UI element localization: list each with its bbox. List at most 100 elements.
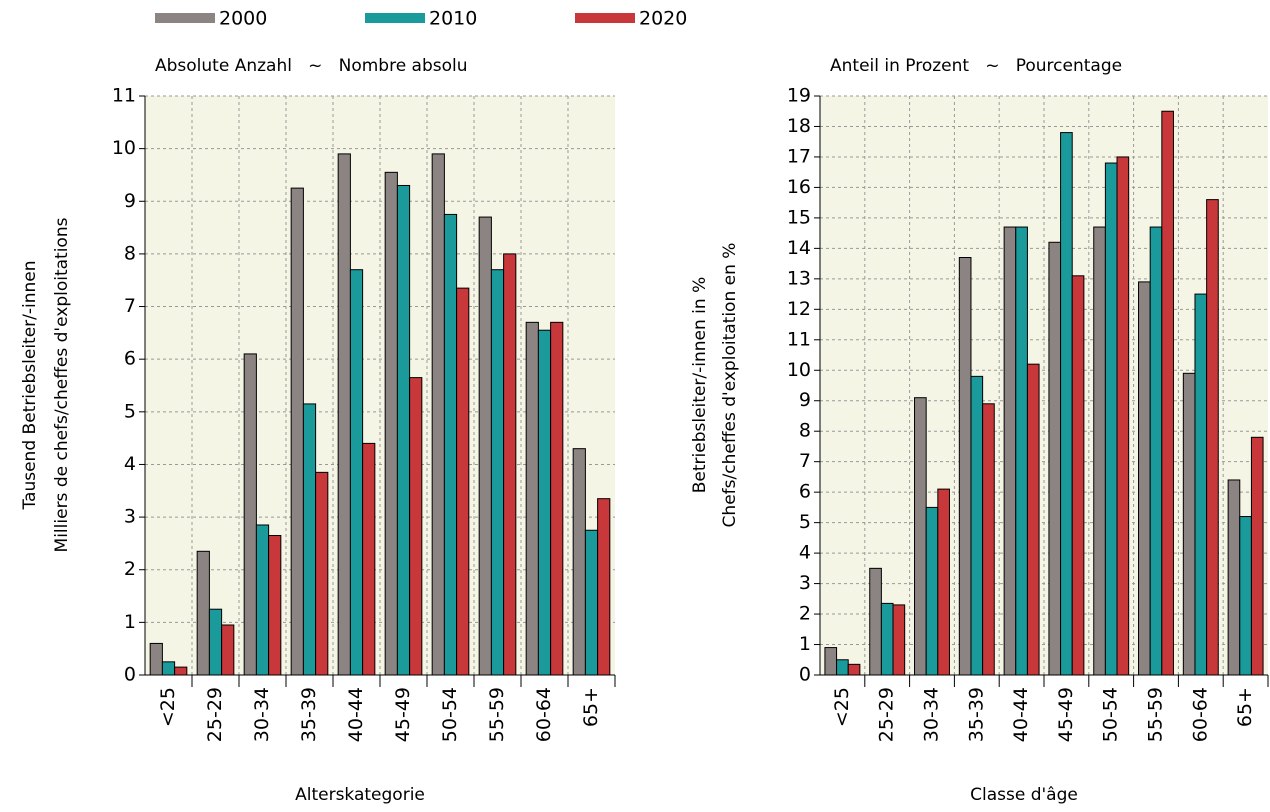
x-tick-label: 45-49 xyxy=(392,687,414,742)
bar xyxy=(1093,226,1106,676)
bar xyxy=(290,187,304,676)
bar xyxy=(243,353,257,676)
bar xyxy=(1104,162,1118,676)
y-tick-label: 12 xyxy=(787,298,811,320)
bar xyxy=(1003,226,1017,676)
bar xyxy=(255,524,270,676)
legend-label: 2000 xyxy=(219,8,267,30)
bar xyxy=(1149,226,1163,676)
bar xyxy=(1071,275,1085,676)
bar xyxy=(550,321,564,676)
bar xyxy=(302,403,317,676)
x-axis-label: Alterskategorie xyxy=(295,785,425,805)
x-tick-label: 30-34 xyxy=(251,687,273,742)
bar xyxy=(824,647,838,676)
bar xyxy=(1116,156,1130,676)
x-tick-label: 60-64 xyxy=(1189,687,1211,742)
bar xyxy=(1182,372,1196,676)
bar xyxy=(1026,363,1040,676)
y-tick-label: 1 xyxy=(799,633,811,655)
bar xyxy=(970,375,984,676)
legend-swatch xyxy=(575,13,635,23)
bar xyxy=(349,269,364,676)
x-tick-label: 40-44 xyxy=(345,687,367,742)
bar xyxy=(161,661,176,676)
bar xyxy=(208,608,223,676)
legend-swatch xyxy=(365,13,425,23)
bar xyxy=(1015,226,1028,676)
bar xyxy=(1138,281,1151,676)
x-tick-label: 35-39 xyxy=(965,687,987,742)
bar xyxy=(1239,516,1252,676)
bar xyxy=(880,602,894,676)
y-tick-label: 4 xyxy=(124,453,136,475)
y-tick-label: 6 xyxy=(124,348,136,370)
bar xyxy=(478,216,492,676)
bar xyxy=(1206,199,1219,676)
bar xyxy=(597,498,611,676)
bar xyxy=(384,171,398,676)
y-tick-label: 14 xyxy=(787,237,811,259)
x-tick-label: 25-29 xyxy=(876,687,898,742)
bar xyxy=(869,567,882,676)
bar xyxy=(1048,241,1062,676)
y-tick-label: 7 xyxy=(799,450,811,472)
y-tick-label: 13 xyxy=(787,267,811,289)
x-tick-label: 65+ xyxy=(1234,687,1256,727)
legend-swatch xyxy=(155,13,215,23)
bar xyxy=(196,550,210,676)
y-tick-label: 16 xyxy=(787,176,811,198)
bar xyxy=(1194,293,1208,676)
chart-title: Anteil in Prozent ~ Pourcentage xyxy=(830,56,1122,76)
x-tick-label: 50-54 xyxy=(1100,687,1122,742)
bar xyxy=(958,257,972,676)
x-tick-label: 45-49 xyxy=(1055,687,1077,742)
y-tick-label: 3 xyxy=(799,572,811,594)
y-axis-label: Betriebsleiter/-innen in % xyxy=(690,277,710,493)
y-tick-label: 8 xyxy=(799,420,811,442)
bar xyxy=(443,213,458,676)
y-tick-label: 11 xyxy=(787,328,811,350)
bar xyxy=(982,403,995,676)
bar xyxy=(221,624,235,676)
bar xyxy=(937,488,950,676)
y-tick-label: 5 xyxy=(799,511,811,533)
x-tick-label: 55-59 xyxy=(1145,687,1167,742)
y-tick-label: 5 xyxy=(124,400,136,422)
bar xyxy=(503,253,517,676)
y-axis-label: Tausend Betriebsleiter/-innen xyxy=(20,260,40,510)
y-tick-label: 4 xyxy=(799,542,811,564)
bar xyxy=(1060,132,1073,676)
y-tick-label: 11 xyxy=(112,85,136,107)
bar xyxy=(456,287,470,676)
y-tick-label: 0 xyxy=(799,664,811,686)
bar xyxy=(572,448,586,676)
y-tick-label: 9 xyxy=(124,190,136,212)
bar xyxy=(149,642,163,676)
y-tick-label: 19 xyxy=(787,85,811,107)
bar xyxy=(525,321,539,676)
y-tick-label: 15 xyxy=(787,206,811,228)
y-tick-label: 1 xyxy=(124,611,136,633)
bar xyxy=(1161,110,1174,676)
y-tick-label: 2 xyxy=(799,603,811,625)
x-tick-label: 40-44 xyxy=(1010,687,1032,742)
bar xyxy=(836,659,849,676)
y-tick-label: 17 xyxy=(787,145,811,167)
bar xyxy=(847,663,861,676)
bar xyxy=(409,377,423,676)
y-tick-label: 8 xyxy=(124,242,136,264)
y-tick-label: 2 xyxy=(124,558,136,580)
bar xyxy=(490,269,505,676)
x-tick-label: 50-54 xyxy=(439,687,461,742)
bar xyxy=(431,153,445,676)
x-tick-label: 35-39 xyxy=(298,687,320,742)
y-tick-label: 10 xyxy=(787,359,811,381)
bar xyxy=(584,529,599,676)
x-tick-label: 30-34 xyxy=(921,687,943,742)
x-tick-label: <25 xyxy=(157,687,179,727)
bar xyxy=(925,506,939,676)
bar xyxy=(362,442,376,676)
y-tick-label: 0 xyxy=(124,664,136,686)
